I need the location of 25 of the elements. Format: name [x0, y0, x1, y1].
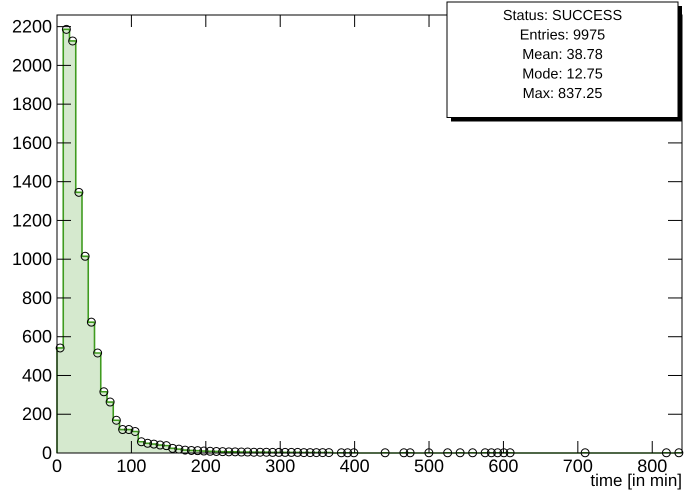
- x-axis-title: time [in min]: [590, 471, 682, 490]
- y-tick-label: 1200: [12, 210, 52, 230]
- y-tick-label: 2000: [12, 55, 52, 76]
- y-tick-label: 400: [22, 365, 52, 386]
- x-tick-label: 700: [562, 456, 593, 476]
- x-tick-label: 200: [190, 456, 221, 476]
- annotation: Mode: 12.75: [522, 66, 603, 82]
- y-tick-label: 1400: [12, 172, 52, 192]
- y-tick-label: 1800: [12, 94, 52, 114]
- annotation: Mean: 38.78: [522, 47, 603, 63]
- y-tick-label: 1000: [12, 249, 52, 270]
- y-tick-label: 600: [22, 326, 52, 347]
- y-tick-label: 1600: [12, 132, 52, 153]
- x-tick-label: 600: [488, 456, 518, 476]
- x-tick-label: 100: [116, 456, 146, 476]
- annotation: Status: SUCCESS: [502, 8, 622, 24]
- x-tick-label: 400: [340, 456, 370, 476]
- y-tick-label: 800: [22, 288, 52, 308]
- annotation: Entries: 9975: [520, 28, 606, 44]
- annotation: Max: 837.25: [522, 86, 602, 102]
- x-tick-label: 300: [265, 456, 296, 476]
- y-tick-label: 2200: [12, 16, 52, 37]
- y-tick-label: 200: [22, 404, 52, 424]
- y-tick-label: 0: [42, 443, 52, 463]
- x-tick-label: 500: [414, 456, 444, 476]
